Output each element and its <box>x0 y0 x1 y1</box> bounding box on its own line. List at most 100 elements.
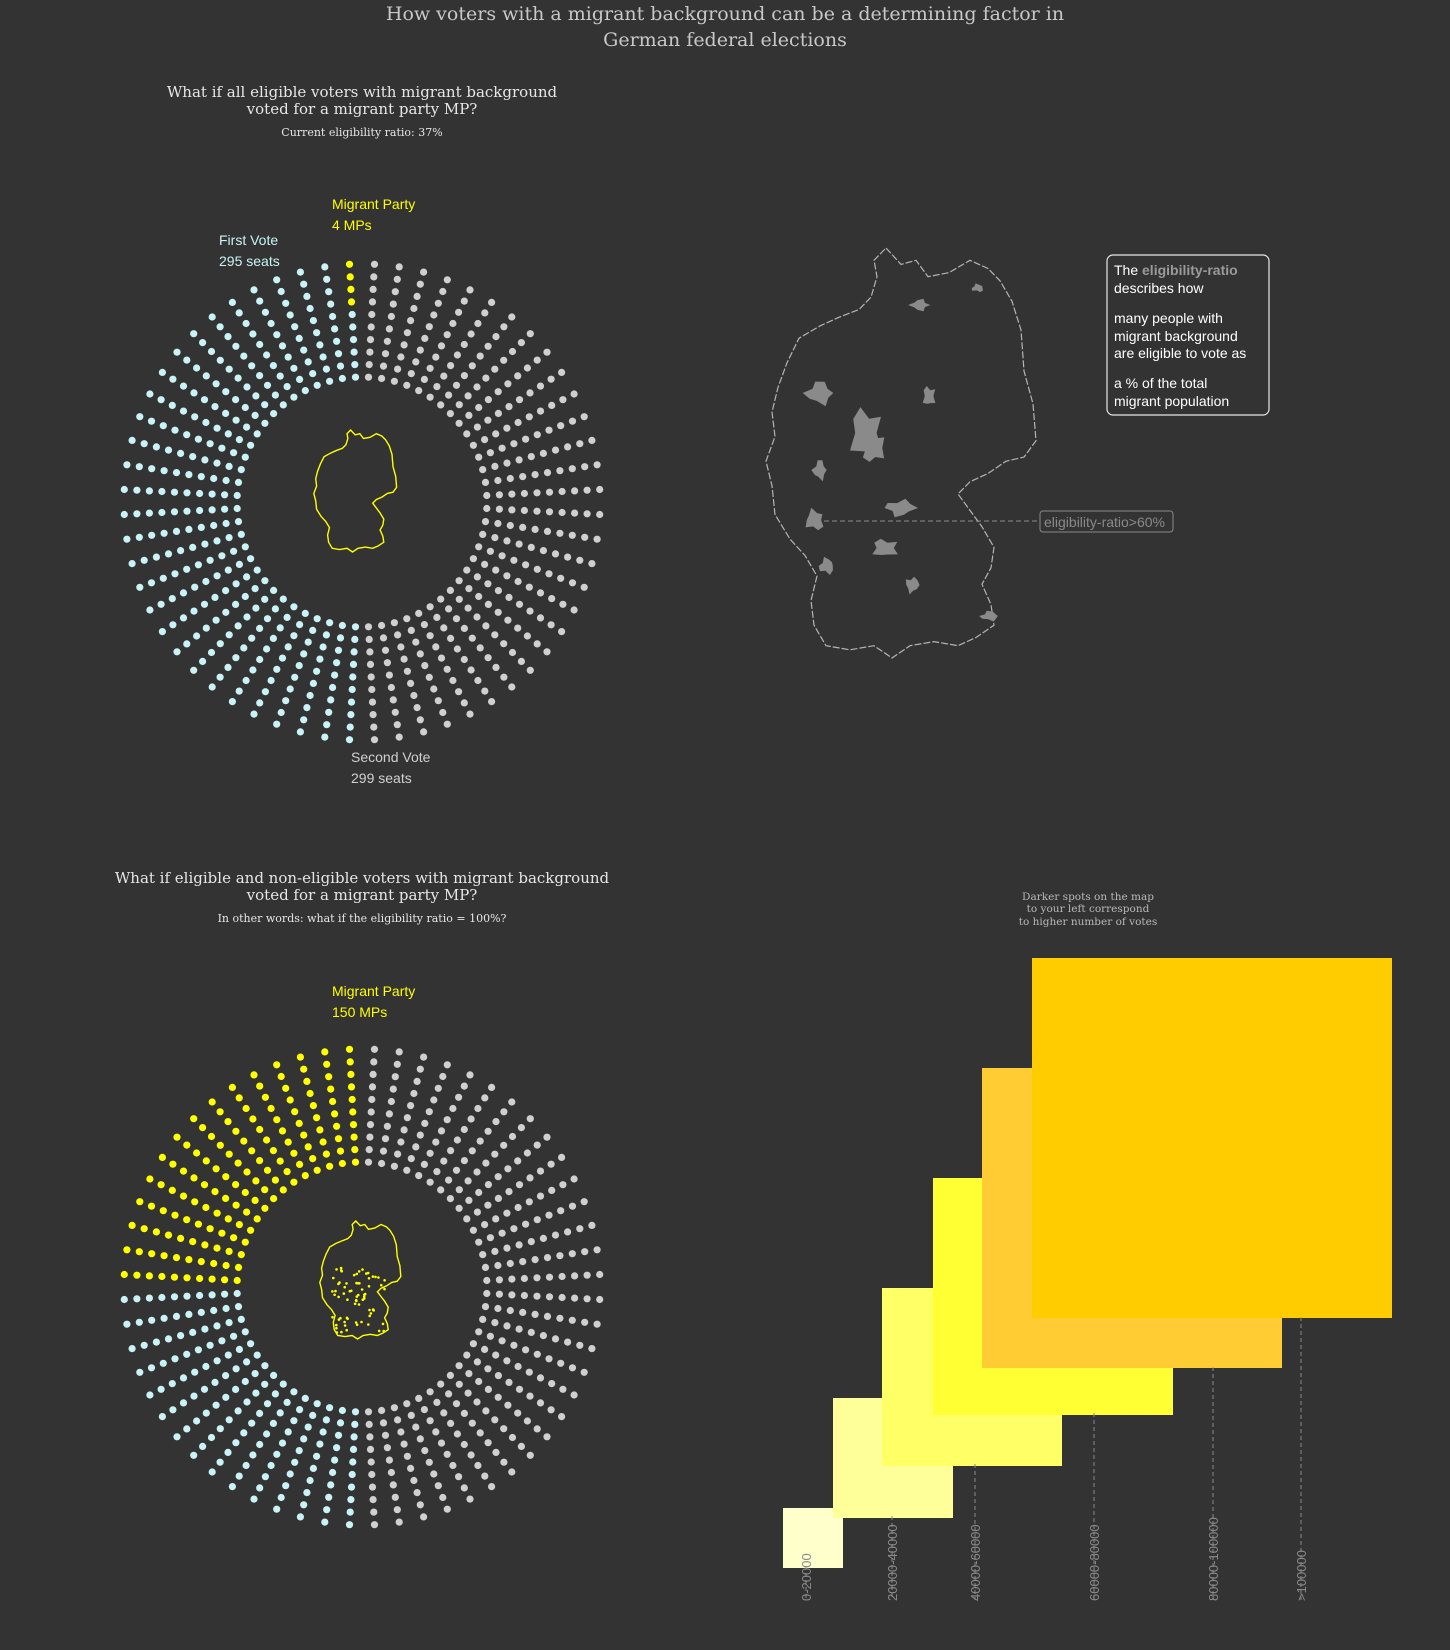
seat-dot-second-vote <box>526 1115 534 1123</box>
seat-dot-second-vote <box>364 1408 373 1416</box>
seat-dot-migrant <box>309 1102 317 1110</box>
seat-dot-first-vote <box>277 287 285 296</box>
seat-dot-second-vote <box>547 375 555 383</box>
seat-dot-first-vote <box>169 621 177 629</box>
seat-dot-second-vote <box>568 1316 576 1324</box>
high-eligibility-region[interactable] <box>979 610 998 622</box>
seat-dot-first-vote <box>173 348 181 356</box>
seat-dot-second-vote <box>479 466 487 474</box>
seat-dot-second-vote <box>557 574 565 582</box>
seat-dot-second-vote <box>510 440 518 448</box>
seat-dot-migrant <box>169 1160 177 1168</box>
seat-dot-second-vote <box>503 537 511 545</box>
seat-dot-second-vote <box>526 1451 534 1459</box>
seat-dot-second-vote <box>558 508 566 517</box>
high-eligibility-region[interactable] <box>818 556 833 575</box>
seat-dot-second-vote <box>548 595 556 603</box>
seat-dot-first-vote <box>284 353 292 361</box>
seat-dot-second-vote <box>551 550 560 558</box>
seat-dot-first-vote <box>349 1458 357 1466</box>
seat-dot-first-vote <box>148 531 156 539</box>
seat-dot-second-vote <box>410 1089 418 1098</box>
seat-dot-migrant <box>282 1084 290 1092</box>
seat-dot-first-vote <box>323 721 331 729</box>
seat-dot-second-vote <box>370 1521 379 1529</box>
seat-dot-second-vote <box>460 1082 468 1090</box>
seat-dot-second-vote <box>421 1119 429 1127</box>
seat-dot-second-vote <box>545 426 553 434</box>
seat-dot-second-vote <box>533 1350 541 1358</box>
seat-dot-second-vote <box>460 340 468 349</box>
seat-dot-first-vote <box>145 1294 153 1302</box>
high-eligibility-region[interactable] <box>908 298 931 312</box>
seat-dot-first-vote <box>235 309 243 317</box>
high-eligibility-region[interactable] <box>884 498 918 518</box>
seat-dot-second-vote <box>484 1385 492 1393</box>
seat-dot-second-vote <box>420 268 428 276</box>
seat-dot-second-vote <box>379 362 388 370</box>
high-eligibility-region[interactable] <box>811 460 827 482</box>
seat-dot-second-vote <box>557 1207 565 1215</box>
seat-dot-second-vote <box>416 1501 424 1509</box>
seat-dot-first-vote <box>301 387 309 395</box>
seat-dot-migrant <box>303 1077 311 1085</box>
seat-dot-second-vote <box>571 487 579 495</box>
seat-dot-first-vote <box>296 728 304 736</box>
seat-dot-second-vote <box>500 1141 508 1149</box>
high-eligibility-region[interactable] <box>802 381 834 407</box>
seat-dot-first-vote <box>190 1451 198 1459</box>
high-eligibility-region[interactable] <box>971 283 984 293</box>
seat-dot-second-vote <box>504 1401 512 1409</box>
migrant-voter-dot <box>361 1268 364 1271</box>
seat-dot-second-vote <box>365 361 373 369</box>
migrant-voter-dot <box>363 1292 367 1296</box>
seat-dot-first-vote <box>313 667 321 675</box>
seat-dot-first-vote <box>164 550 173 558</box>
seat-dot-migrant <box>208 1098 216 1106</box>
seat-dot-second-vote <box>365 1146 373 1154</box>
seat-dot-first-vote <box>243 1398 251 1406</box>
migrant-voter-dot <box>371 1308 375 1311</box>
high-eligibility-region[interactable] <box>862 435 885 462</box>
seat-dot-migrant <box>276 1157 284 1165</box>
seat-dot-second-vote <box>536 1192 545 1200</box>
seat-dot-migrant <box>225 1150 233 1158</box>
seat-dot-migrant <box>216 1141 224 1149</box>
seat-dot-migrant <box>232 1127 240 1135</box>
seat-dot-migrant <box>200 1181 209 1189</box>
seat-dot-migrant <box>213 1244 221 1252</box>
seat-dot-first-vote <box>208 313 216 321</box>
high-eligibility-region[interactable] <box>872 538 898 555</box>
seat-dot-migrant <box>291 1108 299 1116</box>
seat-dot-first-vote <box>253 430 261 438</box>
seat-dot-first-vote <box>296 1513 304 1521</box>
seat-dot-first-vote <box>273 1505 281 1513</box>
seat-dot-first-vote <box>146 390 154 398</box>
seat-dot-first-vote <box>135 533 143 541</box>
seat-dot-second-vote <box>434 697 442 705</box>
seat-dot-second-vote <box>500 640 508 648</box>
seat-dot-second-vote <box>378 374 386 383</box>
seat-dot-second-vote <box>410 304 418 313</box>
seat-dot-first-vote <box>309 370 317 378</box>
seat-dot-migrant <box>261 1093 269 1101</box>
seat-dot-second-vote <box>445 391 453 399</box>
high-eligibility-region[interactable] <box>922 386 936 404</box>
germany-map[interactable] <box>765 247 1037 659</box>
seat-dot-first-vote <box>146 1391 154 1399</box>
seat-dot-second-vote <box>548 1186 556 1194</box>
seat-dot-second-vote <box>543 648 551 656</box>
seat-dot-second-vote <box>494 388 502 396</box>
seat-dot-second-vote <box>381 350 390 358</box>
seat-dot-first-vote <box>249 1451 257 1459</box>
seat-dot-first-vote <box>296 621 304 629</box>
seat-dot-second-vote <box>495 491 503 499</box>
seat-dot-first-vote <box>123 1320 131 1328</box>
seat-dot-second-vote <box>515 456 523 464</box>
seat-dot-second-vote <box>407 679 415 688</box>
seat-dot-first-vote <box>200 1385 209 1393</box>
high-eligibility-region[interactable] <box>805 507 824 531</box>
seat-dot-migrant <box>273 1116 281 1124</box>
seat-dot-first-vote <box>301 1394 309 1402</box>
high-eligibility-region[interactable] <box>905 576 920 595</box>
